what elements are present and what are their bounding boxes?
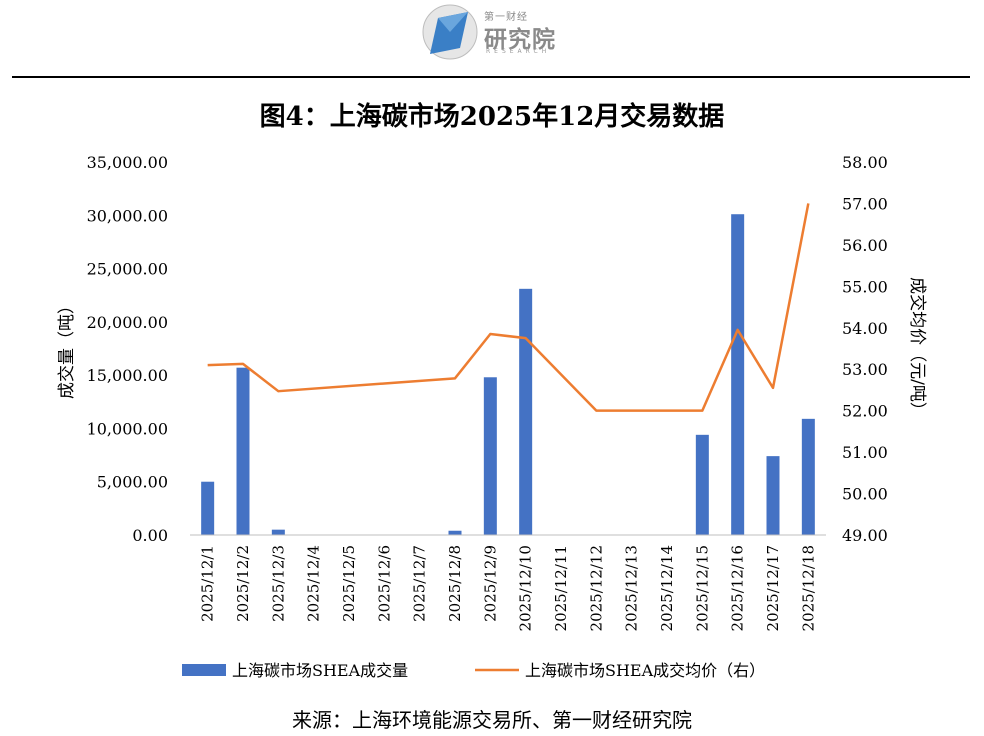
x-tick-label: 2025/12/2 bbox=[234, 545, 252, 622]
x-axis-ticks: 2025/12/1 2025/12/2 2025/12/3 2025/12/4 2025… bbox=[199, 545, 818, 631]
legend-bar-swatch bbox=[182, 664, 226, 676]
y2-tick-label: 51.00 bbox=[842, 443, 888, 462]
y2-tick-label: 54.00 bbox=[842, 319, 888, 338]
y2-tick-label: 58.00 bbox=[842, 153, 888, 172]
y-tick-label: 5,000.00 bbox=[97, 473, 168, 492]
x-tick-label: 2025/12/5 bbox=[340, 545, 358, 622]
bar-2025/12/1 bbox=[201, 481, 215, 535]
x-tick-label: 2025/12/9 bbox=[481, 545, 499, 622]
y2-tick-label: 49.00 bbox=[842, 526, 888, 545]
logo-brand-text: 第一财经 bbox=[484, 12, 528, 23]
x-tick-label: 2025/12/18 bbox=[799, 545, 817, 631]
legend-bar-label: 上海碳市场SHEA成交量 bbox=[232, 661, 408, 680]
price-line bbox=[207, 203, 810, 412]
y2-tick-label: 53.00 bbox=[842, 360, 888, 379]
x-tick-label: 2025/12/12 bbox=[587, 545, 605, 631]
x-tick-label: 2025/12/7 bbox=[411, 545, 429, 622]
y2-tick-label: 52.00 bbox=[842, 402, 888, 421]
logo-name-text: 研究院 bbox=[484, 27, 556, 53]
y-tick-label: 15,000.00 bbox=[87, 366, 168, 385]
y2-tick-label: 57.00 bbox=[842, 194, 888, 213]
bar-2025/12/3 bbox=[271, 529, 285, 535]
bar-2025/12/9 bbox=[483, 377, 497, 535]
x-tick-label: 2025/12/4 bbox=[305, 545, 323, 622]
y-tick-label: 30,000.00 bbox=[87, 206, 168, 225]
y-tick-label: 35,000.00 bbox=[87, 153, 168, 172]
bar-2025/12/10 bbox=[519, 288, 533, 535]
bar-2025/12/17 bbox=[766, 456, 780, 535]
logo-emblem-icon bbox=[422, 4, 478, 60]
bar-2025/12/15 bbox=[695, 434, 709, 535]
x-tick-label: 2025/12/17 bbox=[764, 545, 782, 631]
y-tick-label: 25,000.00 bbox=[87, 260, 168, 279]
bar-2025/12/2 bbox=[236, 367, 250, 535]
logo: 第一财经 研究院 RESEARCH bbox=[420, 2, 570, 62]
bar-2025/12/16 bbox=[731, 214, 745, 535]
y2-tick-label: 56.00 bbox=[842, 236, 888, 255]
y-tick-label: 20,000.00 bbox=[87, 313, 168, 332]
x-tick-label: 2025/12/6 bbox=[375, 545, 393, 622]
left-axis-label: 成交量（吨） bbox=[57, 297, 77, 399]
chart: 0.00 5,000.00 10,000.00 15,000.00 20,000.00 2… bbox=[57, 153, 927, 680]
right-axis-ticks: 49.00 50.00 51.00 52.00 53.00 54.00 55.00 56.00… bbox=[842, 153, 888, 545]
bar-2025/12/18 bbox=[801, 418, 815, 535]
source-note: 来源：上海环境能源交易所、第一财经研究院 bbox=[292, 708, 692, 732]
legend-line-label: 上海碳市场SHEA成交均价（右） bbox=[525, 661, 765, 680]
y2-tick-label: 50.00 bbox=[842, 485, 888, 504]
right-axis-label: 成交均价（元/吨） bbox=[907, 277, 927, 419]
line-series bbox=[207, 203, 810, 412]
y-tick-label: 0.00 bbox=[132, 526, 168, 545]
x-tick-label: 2025/12/3 bbox=[269, 545, 287, 622]
logo-sub-text: RESEARCH bbox=[486, 48, 551, 55]
x-tick-label: 2025/12/14 bbox=[658, 545, 676, 631]
y2-tick-label: 55.00 bbox=[842, 277, 888, 296]
x-tick-label: 2025/12/15 bbox=[693, 545, 711, 631]
chart-title: 图4：上海碳市场2025年12月交易数据 bbox=[259, 102, 725, 132]
x-tick-label: 2025/12/16 bbox=[729, 545, 747, 631]
left-axis-ticks: 0.00 5,000.00 10,000.00 15,000.00 20,000.00 2… bbox=[87, 153, 168, 545]
x-tick-label: 2025/12/10 bbox=[517, 545, 535, 631]
x-tick-label: 2025/12/8 bbox=[446, 545, 464, 622]
bar-series bbox=[201, 214, 815, 535]
x-tick-label: 2025/12/11 bbox=[552, 545, 570, 631]
bar-2025/12/8 bbox=[448, 530, 462, 535]
x-tick-label: 2025/12/13 bbox=[623, 545, 641, 631]
legend: 上海碳市场SHEA成交量 上海碳市场SHEA成交均价（右） bbox=[182, 661, 765, 680]
header-rule bbox=[12, 76, 970, 78]
y-tick-label: 10,000.00 bbox=[87, 419, 168, 438]
x-tick-label: 2025/12/1 bbox=[199, 545, 217, 622]
